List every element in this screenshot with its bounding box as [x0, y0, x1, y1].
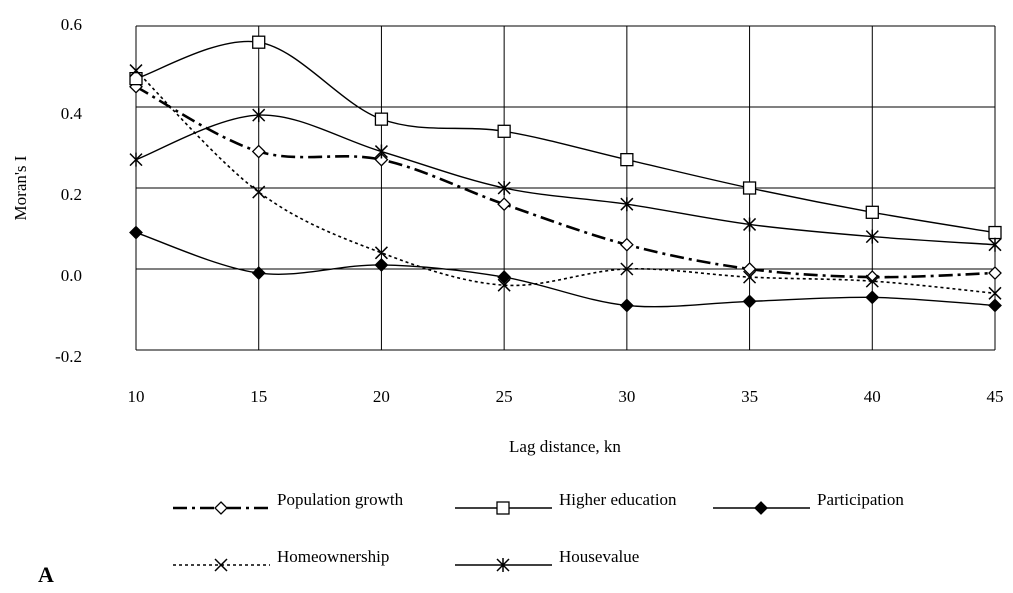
marker: [620, 262, 634, 276]
marker: [620, 197, 634, 212]
marker: [742, 181, 757, 195]
y-axis-label: Moran's I: [11, 155, 30, 220]
marker: [742, 294, 757, 309]
marker: [619, 298, 634, 313]
legend-label: Homeownership: [277, 547, 389, 566]
x-axis-label: Lag distance, kn: [509, 437, 621, 456]
marker: [497, 270, 512, 285]
legend-item: Population growth: [173, 490, 404, 515]
marker: [988, 237, 1002, 252]
legend-label: Higher education: [559, 490, 677, 509]
legend-label: Housevalue: [559, 547, 639, 566]
marker: [251, 144, 266, 159]
legend-label: Participation: [817, 490, 904, 509]
legend-item: Higher education: [455, 490, 677, 515]
marker: [129, 152, 143, 167]
marker: [214, 501, 228, 515]
marker: [497, 124, 511, 138]
y-tick-label: 0.2: [61, 185, 82, 204]
marker: [252, 185, 266, 199]
marker: [251, 266, 266, 280]
marker: [988, 298, 1002, 313]
marker: [374, 144, 388, 159]
marker: [743, 217, 757, 232]
marker: [865, 205, 879, 219]
marker: [988, 225, 1002, 240]
marker: [497, 278, 511, 292]
x-tick-label: 10: [128, 387, 145, 406]
marker: [129, 225, 143, 240]
marker: [865, 290, 880, 305]
marker: [129, 72, 143, 86]
marker: [374, 112, 389, 126]
y-tick-label: -0.2: [55, 347, 82, 366]
marker: [865, 274, 879, 288]
series-line: [135, 40, 996, 234]
x-tick-label: 25: [496, 387, 513, 406]
x-tick-label: 15: [250, 387, 267, 406]
marker: [497, 197, 512, 212]
marker: [743, 270, 757, 284]
marker: [214, 558, 228, 572]
series-line: [135, 85, 996, 279]
y-tick-label: 0.4: [61, 104, 83, 123]
marker: [742, 262, 757, 276]
series-line: [135, 69, 996, 295]
panel-label: A: [38, 562, 54, 587]
marker: [988, 266, 1002, 280]
marker: [497, 181, 511, 195]
marker: [252, 108, 266, 123]
x-tick-label: 30: [618, 387, 635, 406]
series-line: [135, 231, 996, 308]
marker: [374, 152, 389, 167]
x-tick-label: 20: [373, 387, 390, 406]
marker: [496, 558, 510, 572]
marker: [754, 501, 768, 515]
marker: [374, 246, 388, 260]
x-tick-label: 35: [741, 387, 758, 406]
marker: [988, 286, 1002, 300]
y-tick-label: 0.0: [61, 266, 82, 285]
marker: [129, 64, 143, 78]
marker: [619, 237, 634, 252]
x-tick-label: 45: [987, 387, 1004, 406]
marker: [620, 152, 634, 167]
legend-item: Participation: [713, 490, 904, 515]
marker: [374, 258, 389, 272]
legend-item: Homeownership: [173, 547, 389, 572]
marker: [496, 501, 510, 515]
marker: [252, 35, 266, 49]
legend-item: Housevalue: [455, 547, 639, 572]
series-line: [135, 114, 996, 246]
marker: [865, 229, 879, 244]
y-tick-label: 0.6: [61, 15, 82, 34]
marker: [865, 270, 880, 285]
legend-label: Population growth: [277, 490, 404, 509]
x-tick-label: 40: [864, 387, 881, 406]
